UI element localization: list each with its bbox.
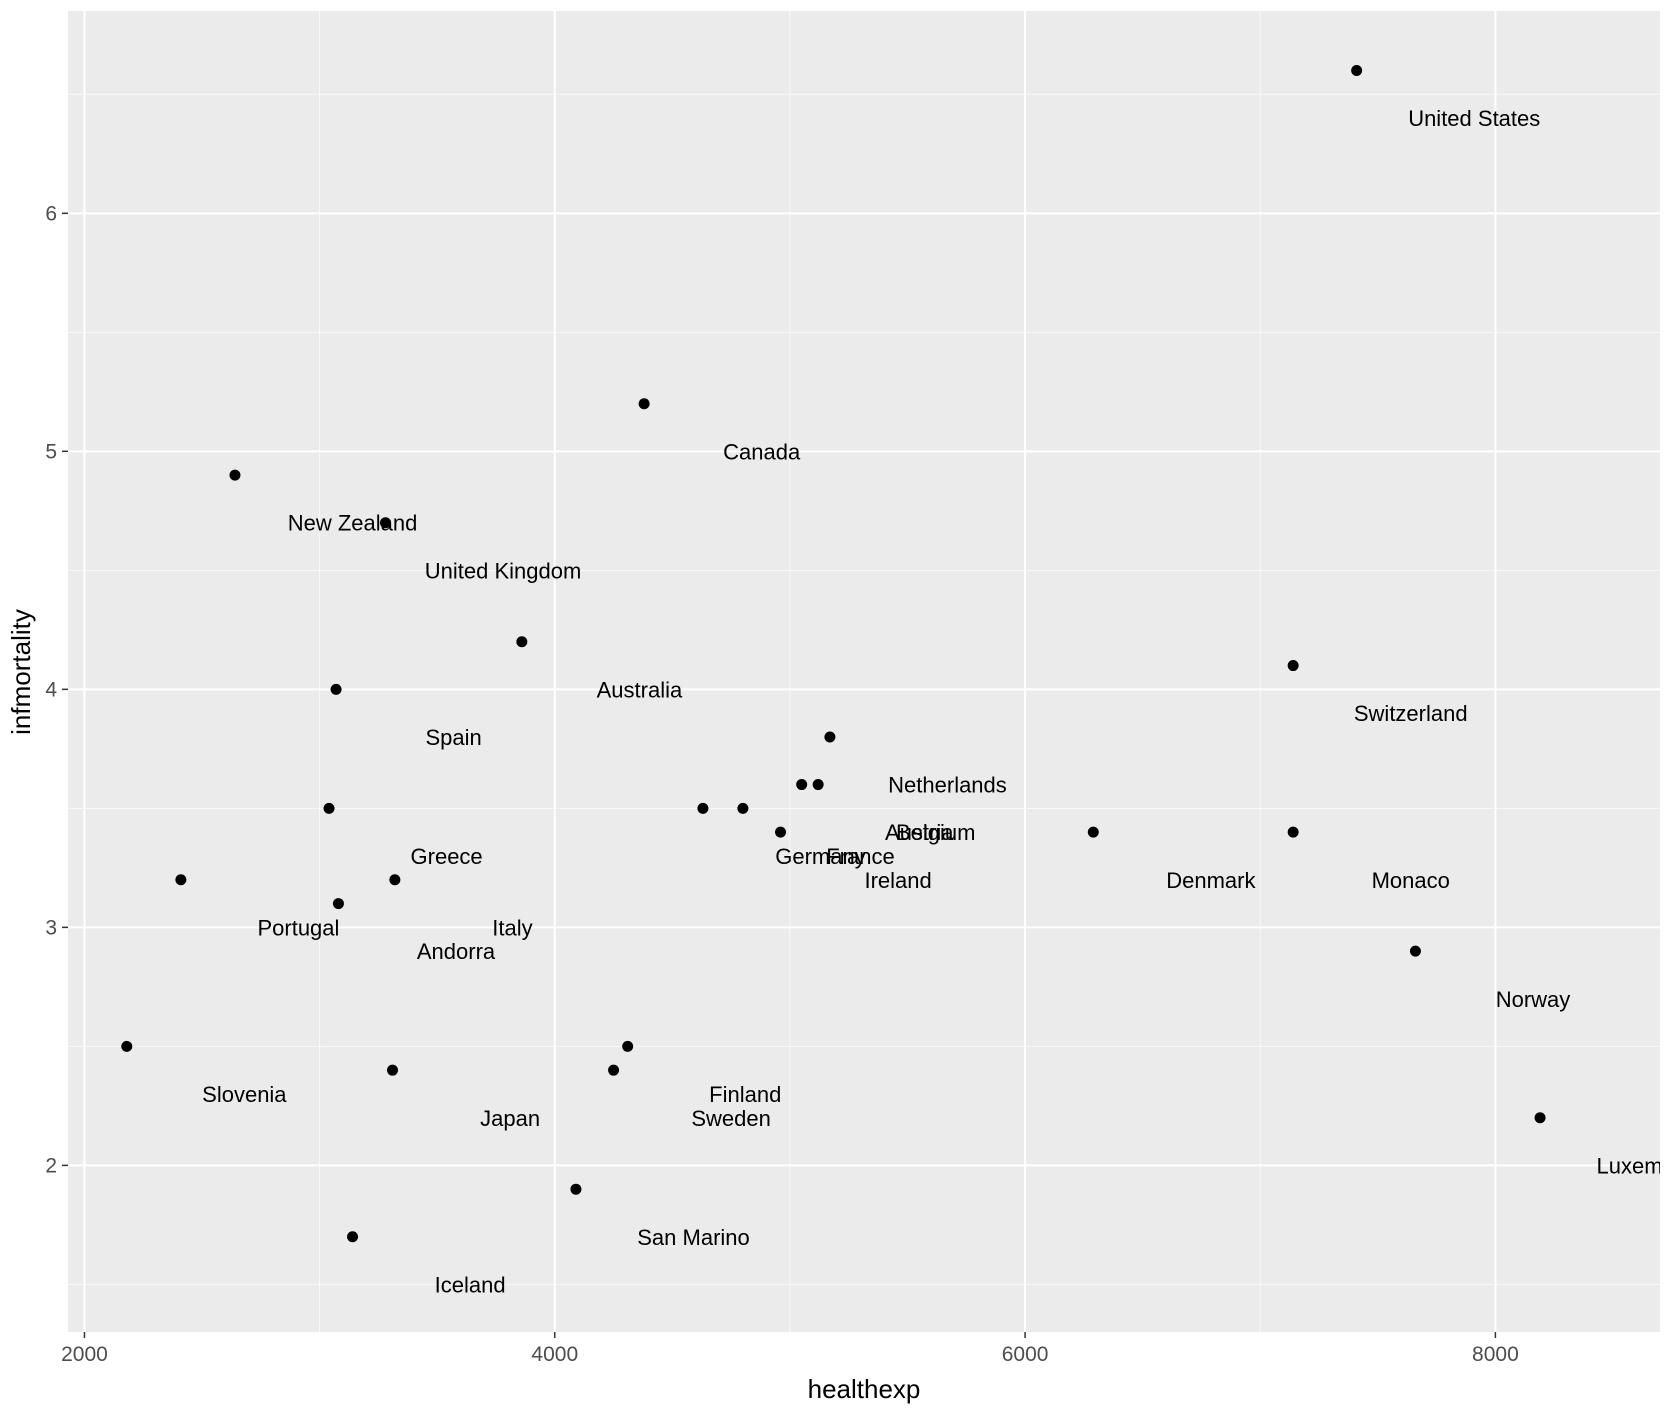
x-tick-label: 6000 bbox=[1002, 1343, 1049, 1366]
point-label: Norway bbox=[1496, 987, 1571, 1012]
data-point bbox=[697, 802, 709, 814]
data-point bbox=[1287, 660, 1299, 672]
point-label: Portugal bbox=[257, 915, 339, 940]
data-point bbox=[516, 636, 528, 648]
data-point bbox=[1409, 945, 1421, 957]
point-label: Australia bbox=[597, 677, 683, 702]
data-point bbox=[1087, 826, 1099, 838]
y-tick-label: 6 bbox=[45, 202, 57, 225]
point-labels: United States Canada United Kingdom Austral… bbox=[202, 106, 1666, 1297]
y-tick-label: 3 bbox=[45, 916, 57, 939]
data-point bbox=[387, 1064, 399, 1076]
data-point bbox=[347, 1231, 359, 1243]
data-point bbox=[824, 731, 836, 743]
point-label: United States bbox=[1408, 106, 1540, 131]
data-point bbox=[330, 683, 342, 695]
data-point bbox=[622, 1040, 634, 1052]
point-label: Monaco bbox=[1372, 868, 1450, 893]
data-point bbox=[608, 1064, 620, 1076]
x-axis-title: healthexp bbox=[808, 1374, 921, 1404]
y-tick-label: 2 bbox=[45, 1154, 57, 1177]
data-points bbox=[121, 65, 1546, 1243]
point-label: Andorra bbox=[417, 939, 496, 964]
data-point bbox=[1287, 826, 1299, 838]
point-label: Greece bbox=[411, 844, 483, 869]
point-label: Slovenia bbox=[202, 1082, 287, 1107]
data-point bbox=[638, 398, 650, 410]
point-label: Germany bbox=[775, 844, 865, 869]
point-label: France bbox=[826, 844, 894, 869]
point-label: San Marino bbox=[637, 1225, 750, 1250]
data-point bbox=[775, 826, 787, 838]
point-label: Ireland bbox=[864, 868, 931, 893]
data-point bbox=[229, 469, 241, 481]
point-label: Italy bbox=[492, 915, 532, 940]
point-label: Switzerland bbox=[1354, 701, 1468, 726]
x-tick-label: 2000 bbox=[61, 1343, 108, 1366]
axes: 2000 4000 6000 8000 2 3 4 5 6 bbox=[45, 202, 1518, 1366]
x-tick-label: 8000 bbox=[1472, 1343, 1519, 1366]
data-point bbox=[570, 1183, 582, 1195]
y-tick-label: 5 bbox=[45, 440, 57, 463]
data-point bbox=[323, 802, 335, 814]
point-label: Sweden bbox=[691, 1106, 771, 1131]
data-point bbox=[379, 517, 391, 529]
data-point bbox=[1351, 65, 1363, 77]
y-axis-title: infmortality bbox=[6, 609, 36, 735]
point-label: Finland bbox=[709, 1082, 781, 1107]
point-label: Luxembourg bbox=[1596, 1153, 1666, 1178]
point-label: Canada bbox=[723, 439, 801, 464]
data-point bbox=[389, 874, 401, 886]
data-point bbox=[175, 874, 187, 886]
x-tick-label: 4000 bbox=[531, 1343, 578, 1366]
point-label: Belgium bbox=[896, 820, 975, 845]
data-point bbox=[737, 802, 749, 814]
point-label: Iceland bbox=[435, 1272, 506, 1297]
y-tick-label: 4 bbox=[45, 678, 57, 701]
point-label: Japan bbox=[480, 1106, 540, 1131]
data-point bbox=[332, 898, 344, 910]
point-label: Netherlands bbox=[888, 773, 1007, 798]
point-label: Spain bbox=[426, 725, 482, 750]
data-point bbox=[796, 779, 808, 791]
data-point bbox=[1534, 1112, 1546, 1124]
data-point bbox=[121, 1040, 133, 1052]
point-label: Denmark bbox=[1166, 868, 1256, 893]
data-point bbox=[812, 779, 824, 791]
panel-background bbox=[68, 11, 1660, 1332]
point-label: New Zealand bbox=[288, 511, 418, 536]
point-label: United Kingdom bbox=[425, 558, 582, 583]
point-label: Austria bbox=[885, 820, 954, 845]
